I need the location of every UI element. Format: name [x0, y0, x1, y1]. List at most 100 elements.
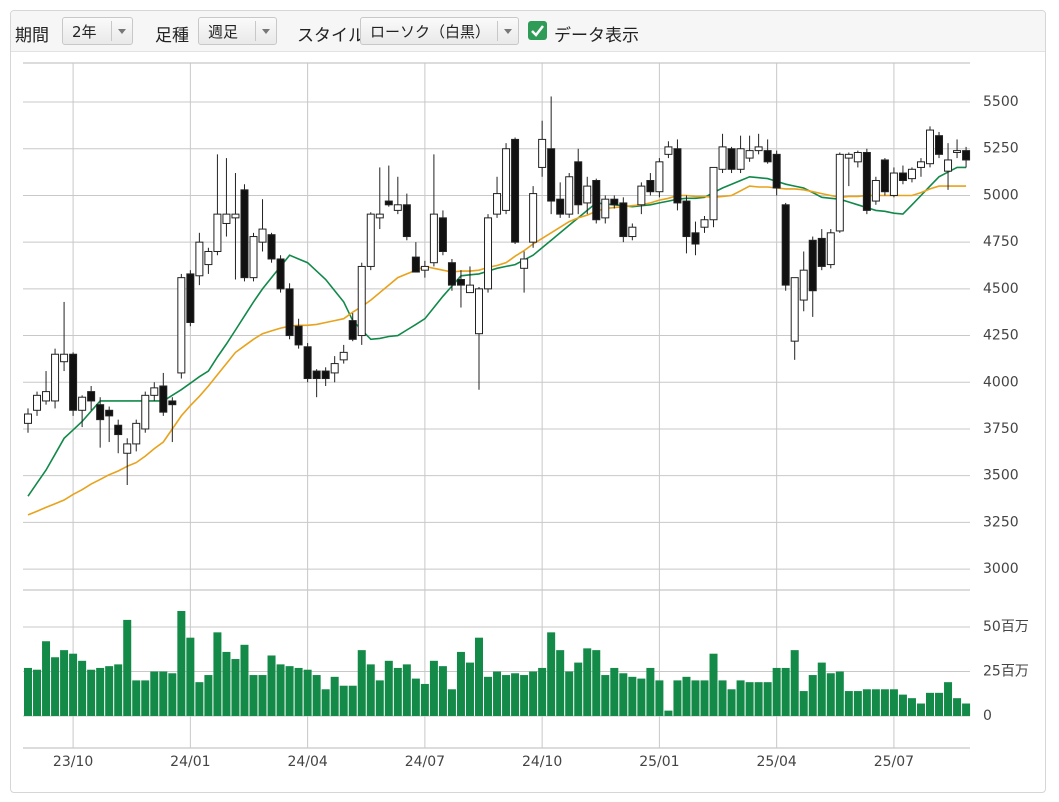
candle-body	[691, 232, 700, 245]
candle-body	[249, 236, 258, 279]
volume-bar	[646, 667, 655, 716]
candle-body	[384, 200, 393, 206]
candle-body	[204, 250, 213, 266]
volume-bar	[33, 669, 42, 716]
x-tick-label: 25/07	[874, 754, 914, 770]
volume-bar	[556, 650, 565, 716]
volume-bar	[709, 653, 718, 716]
volume-bar	[592, 650, 601, 716]
candle-body	[132, 422, 141, 445]
x-tick-label: 25/04	[756, 754, 796, 770]
x-tick-label: 24/07	[405, 754, 445, 770]
candle-body	[916, 161, 925, 168]
volume-bar	[700, 680, 709, 716]
candle-body	[502, 148, 511, 211]
interval-select[interactable]: 週足	[198, 17, 277, 45]
volume-bar	[763, 682, 772, 716]
candle-body	[258, 228, 267, 243]
candle-body	[411, 256, 420, 273]
candle-body	[465, 284, 474, 294]
candle-body	[222, 213, 231, 224]
volume-bar	[691, 680, 700, 716]
volume-bar	[862, 689, 871, 716]
candle-body	[682, 200, 691, 238]
candle-body	[926, 129, 934, 165]
volume-bar	[375, 680, 384, 716]
candle-body	[303, 346, 312, 380]
candle-body	[96, 404, 105, 421]
volume-bar	[538, 667, 547, 716]
candle-body	[312, 370, 321, 380]
candle-body	[538, 138, 547, 168]
volume-bar	[953, 698, 962, 716]
candle-body	[727, 148, 736, 170]
volume-bar	[222, 651, 231, 716]
volume-bar	[655, 680, 664, 716]
candle-body	[592, 180, 601, 221]
candle-body	[817, 237, 826, 267]
x-tick-label: 24/04	[287, 754, 327, 770]
volume-bar	[547, 632, 556, 716]
y-tick-label: 3250	[983, 514, 1019, 530]
candle-body	[294, 325, 303, 346]
candle-body	[907, 168, 916, 180]
volume-bar	[204, 675, 213, 716]
volume-bar	[420, 683, 429, 716]
volume-bar	[610, 667, 619, 716]
candle-body	[51, 353, 60, 402]
candle-body	[871, 180, 880, 202]
candle-body	[402, 204, 411, 238]
candle-body	[790, 277, 799, 342]
candle-body	[213, 213, 222, 252]
volume-bar	[348, 685, 357, 716]
show-data-checkbox[interactable]	[528, 21, 547, 40]
x-tick-label: 24/10	[522, 754, 562, 770]
candle-body	[447, 262, 456, 286]
period-value: 2年	[72, 23, 97, 41]
candle-body	[772, 153, 781, 189]
volume-bar	[393, 667, 402, 716]
candle-body	[610, 198, 619, 206]
candle-body	[520, 258, 529, 269]
interval-label: 足種	[155, 26, 189, 46]
volume-bar	[132, 680, 141, 716]
y-tick-label: 3500	[983, 468, 1019, 484]
candle-body	[24, 413, 32, 424]
candle-body	[835, 153, 844, 232]
candle-body	[60, 353, 69, 363]
volume-bar	[475, 637, 483, 716]
volume-bar	[502, 675, 511, 716]
volume-bar	[105, 666, 114, 716]
volume-bar	[78, 660, 87, 716]
candle-body	[114, 424, 123, 436]
x-tick-label: 25/01	[639, 754, 679, 770]
candle-body	[375, 213, 384, 219]
volume-bar	[745, 682, 754, 716]
volume-bar	[727, 689, 736, 716]
volume-bar	[781, 667, 790, 716]
volume-bar	[935, 692, 944, 716]
candle-body	[267, 234, 276, 260]
volume-bar	[637, 678, 646, 716]
candle-body	[69, 353, 78, 411]
candle-body	[529, 193, 538, 243]
volume-bar	[168, 673, 177, 716]
candle-body	[195, 241, 204, 277]
volume-bar	[384, 660, 393, 716]
show-data-label: データ表示	[554, 26, 639, 46]
candle-body	[42, 391, 51, 402]
volume-bar	[141, 680, 150, 716]
candle-body	[177, 277, 186, 374]
period-select[interactable]: 2年	[62, 17, 133, 45]
candle-body	[844, 153, 853, 159]
candle-body	[628, 226, 637, 238]
y-tick-label: 3000	[983, 561, 1019, 577]
check-icon	[531, 25, 544, 37]
candle-body	[673, 148, 682, 204]
candle-body	[475, 288, 483, 335]
volume-bar	[907, 698, 916, 716]
volume-bar	[673, 680, 682, 716]
style-select[interactable]: ローソク（白黒）	[360, 17, 519, 45]
candle-body	[240, 189, 249, 279]
volume-bar	[60, 650, 69, 716]
